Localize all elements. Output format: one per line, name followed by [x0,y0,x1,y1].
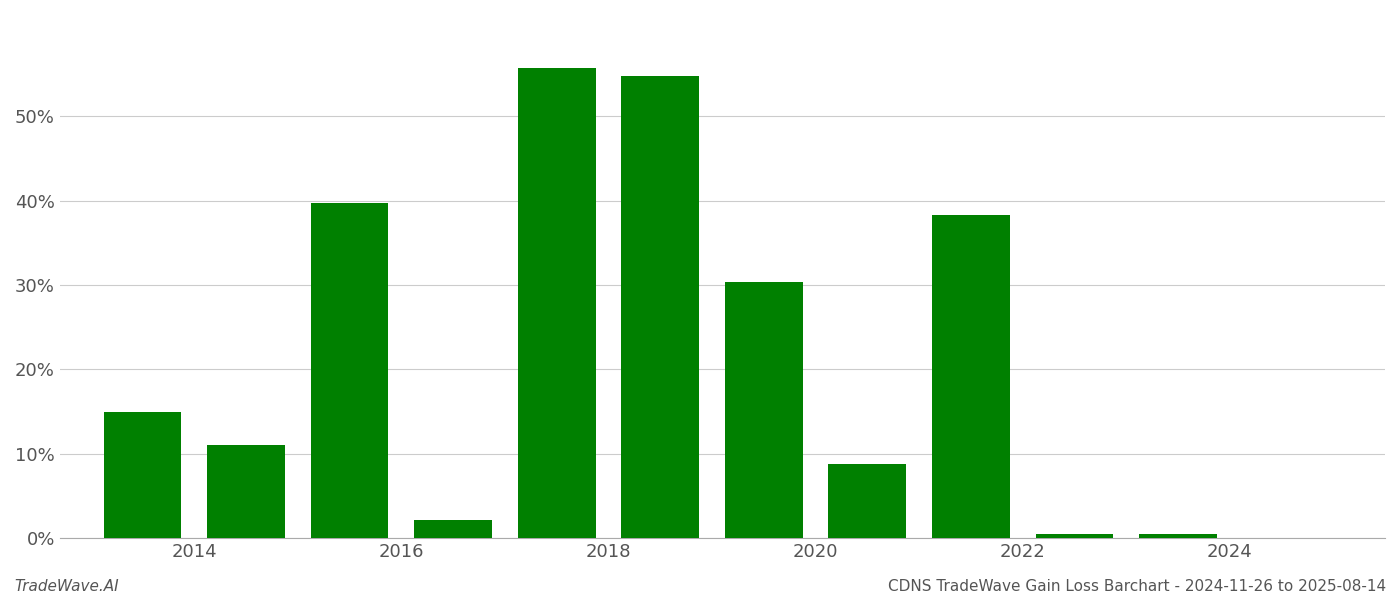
Bar [725,281,802,538]
Bar [932,215,1009,538]
Bar [207,445,286,538]
Text: TradeWave.AI: TradeWave.AI [14,579,119,594]
Text: CDNS TradeWave Gain Loss Barchart - 2024-11-26 to 2025-08-14: CDNS TradeWave Gain Loss Barchart - 2024… [888,579,1386,594]
Bar [622,76,699,538]
Bar [1036,534,1113,538]
Bar [829,464,906,538]
Bar [518,68,595,538]
Bar [311,203,388,538]
Bar [414,520,491,538]
Bar [1140,534,1217,538]
Bar [104,412,182,538]
